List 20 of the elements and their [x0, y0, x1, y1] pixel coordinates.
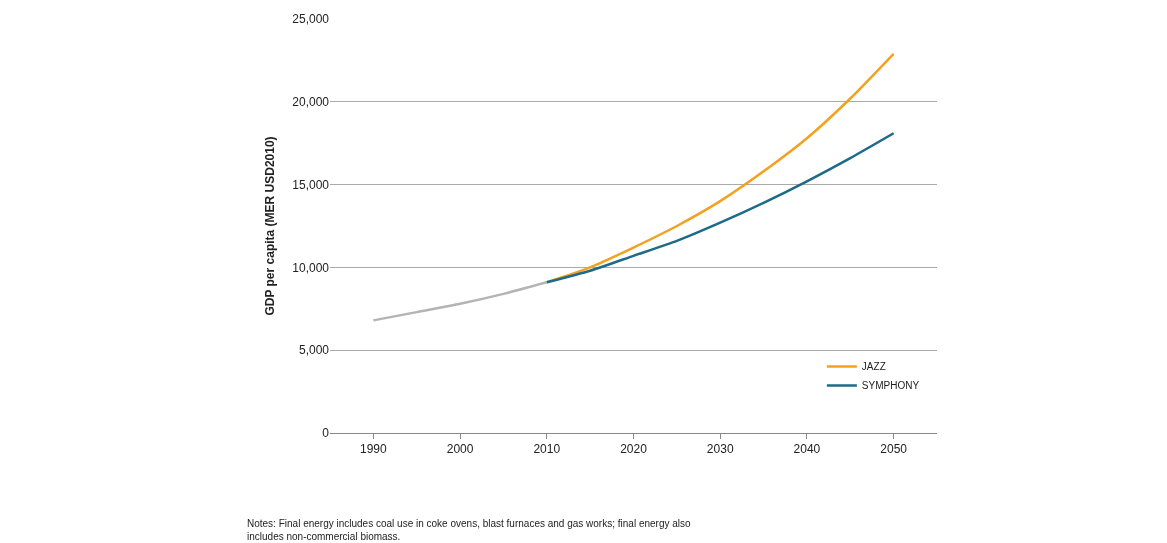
- y-tick-label: 5,000: [298, 343, 330, 358]
- legend-label: JAZZ: [861, 361, 886, 373]
- y-tick-label: 0: [322, 426, 330, 441]
- y-tick-label: 10,000: [292, 260, 330, 275]
- y-axis-title: GDP per capita (MER USD2010): [262, 136, 277, 316]
- y-tick-label: 15,000: [292, 177, 330, 192]
- line-series: [545, 132, 895, 284]
- line-series: [372, 281, 549, 322]
- line-series: [545, 52, 895, 284]
- legend-label: SYMPHONY: [861, 380, 920, 392]
- x-tick-label: 2040: [793, 442, 821, 457]
- text: Notes: Final energy includes coal use in coke ovens, blast furnaces and gas works; final energy also includes non-commercial biomass.: [247, 518, 692, 542]
- x-tick-label: 2000: [446, 442, 474, 457]
- x-tick-label: 2030: [706, 442, 734, 457]
- x-tick-label: 2050: [880, 442, 908, 457]
- x-tick-label: 2020: [620, 442, 648, 457]
- x-tick-label: 2010: [533, 442, 561, 457]
- y-tick-label: 20,000: [292, 95, 330, 109]
- x-tick-label: 1990: [360, 442, 388, 457]
- y-tick-label: 25,000: [292, 12, 330, 27]
